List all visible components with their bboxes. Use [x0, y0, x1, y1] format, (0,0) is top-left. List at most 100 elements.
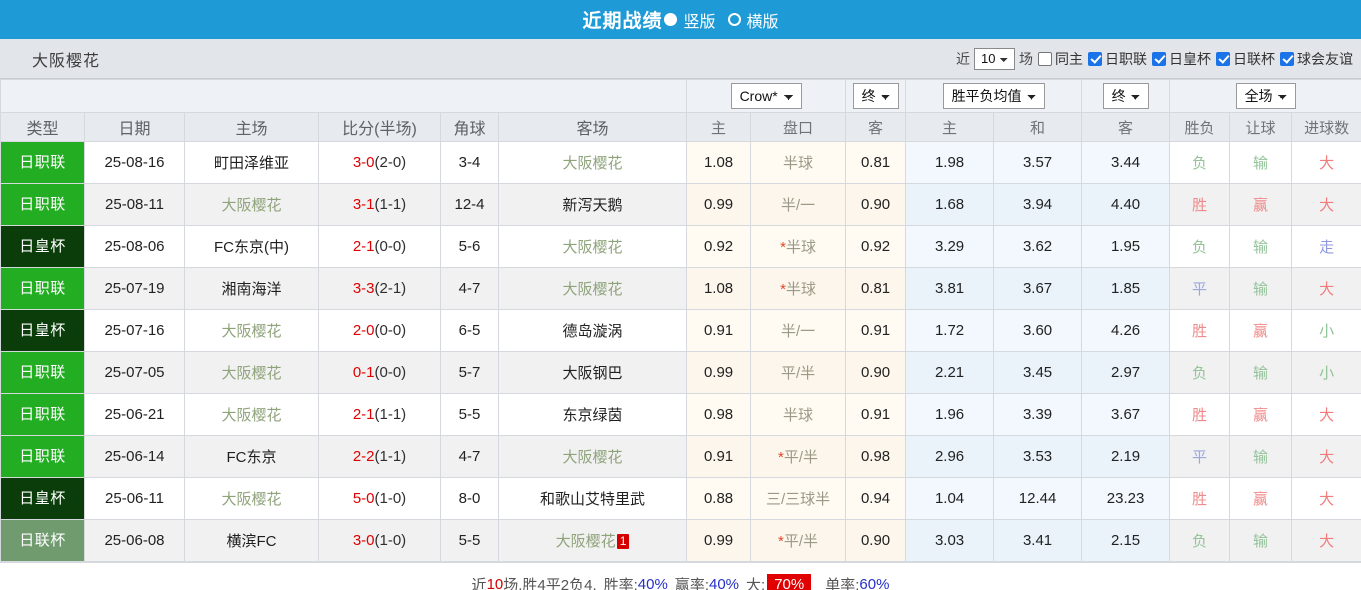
league-label-friendly[interactable]: 球会友谊 — [1297, 50, 1353, 67]
odds-phase-select-cell[interactable]: 终 — [1081, 79, 1171, 113]
away-team-cell: 大阪樱花 — [497, 141, 688, 184]
full-time-score: 0-1 — [352, 364, 375, 381]
away-team-cell: 和歌山艾特里武 — [497, 477, 688, 520]
handicap-home-odds-cell: 0.99 — [686, 183, 752, 226]
table-row[interactable]: 日皇杯 25-08-06 FC东京(中) 2-1(0-0) 5-6 大阪樱花 0.92 *半球… — [0, 225, 1361, 268]
table-row[interactable]: 日职联 25-08-16 町田泽维亚 3-0(2-0) 3-4 大阪樱花 1.08 半球 0.8… — [0, 141, 1361, 184]
table-row[interactable]: 日皇杯 25-07-16 大阪樱花 2-0(0-0) 6-5 德岛漩涡 0.91 半/一 0.9… — [0, 309, 1361, 352]
home-team-name: FC东京 — [226, 449, 277, 466]
league-checkbox-jleague[interactable] — [1088, 51, 1102, 66]
odds-away-cell: 1.95 — [1081, 225, 1171, 268]
goals-result-value: 大 — [1319, 197, 1335, 214]
league-checkbox-emperorcup[interactable] — [1152, 51, 1166, 66]
same-home-checkbox[interactable] — [1038, 51, 1052, 66]
home-team-name: 町田泽维亚 — [213, 155, 289, 172]
scope-select-cell[interactable]: 全场 — [1169, 79, 1361, 113]
league-label-leaguecup[interactable]: 日联杯 — [1233, 50, 1275, 67]
match-date-cell: 25-07-05 — [84, 351, 185, 394]
odds-type-select-cell[interactable]: 胜平负均值 — [905, 79, 1083, 113]
odds-home-cell: 3.29 — [905, 225, 995, 268]
league-label-emperorcup[interactable]: 日皇杯 — [1169, 50, 1211, 67]
odds-home-cell: 2.96 — [905, 435, 995, 478]
bookmaker-select[interactable]: Crow* — [730, 83, 802, 109]
away-team-cell: 大阪樱花 — [497, 225, 688, 268]
odds-away-cell: 1.85 — [1081, 267, 1171, 310]
column-header-row: 类型 日期 主场 比分(半场) 角球 客场 主 盘口 客 主 和 客 胜负 让球… — [0, 112, 1361, 142]
view-mode-radio-group[interactable]: 竖版 横版 — [662, 8, 779, 32]
score-cell: 2-1(0-0) — [318, 225, 441, 268]
odds-home-cell: 1.04 — [905, 477, 995, 520]
match-date-cell: 25-08-16 — [84, 141, 185, 184]
goals-result-value: 大 — [1319, 281, 1335, 298]
table-row[interactable]: 日职联 25-07-05 大阪樱花 0-1(0-0) 5-7 大阪钢巴 0.99 平/半 0.9… — [0, 351, 1361, 394]
odds-phase-select[interactable]: 终 — [1102, 83, 1149, 109]
handicap-line: *平/半 — [778, 533, 819, 550]
table-row[interactable]: 日职联 25-06-14 FC东京 2-2(1-1) 4-7 大阪樱花 0.91 *平/半 0.… — [0, 435, 1361, 478]
radio-unselected-icon[interactable] — [727, 13, 741, 26]
radio-selected-icon[interactable] — [664, 13, 678, 26]
goals-result-cell: 走 — [1291, 225, 1361, 268]
league-checkbox-leaguecup[interactable] — [1216, 51, 1230, 66]
handicap-result-cell: 赢 — [1229, 477, 1293, 520]
summary-big-rate: 70% — [767, 573, 812, 590]
away-team-cell: 新泻天鹅 — [497, 183, 688, 226]
away-team-name: 大阪樱花 — [562, 449, 623, 466]
table-row[interactable]: 日皇杯 25-06-11 大阪樱花 5-0(1-0) 8-0 和歌山艾特里武 0.88 三/三… — [0, 477, 1361, 520]
view-mode-vertical-label[interactable]: 竖版 — [683, 13, 716, 31]
handicap-away-odds-cell: 0.98 — [845, 435, 907, 478]
handicap-line-cell: *半球 — [750, 267, 847, 310]
odds-draw-cell: 12.44 — [993, 477, 1083, 520]
odds-home-cell: 1.96 — [905, 393, 995, 436]
table-row[interactable]: 日职联 25-07-19 湘南海洋 3-3(2-1) 4-7 大阪樱花 1.08 *半球 0.8… — [0, 267, 1361, 310]
home-team-cell: 大阪樱花 — [184, 351, 319, 394]
odds-draw-cell: 3.41 — [993, 519, 1083, 562]
handicap-result-value: 输 — [1253, 239, 1269, 256]
half-time-score: (0-0) — [374, 238, 407, 255]
handicap-line-cell: 半球 — [750, 141, 847, 184]
table-row[interactable]: 日职联 25-08-11 大阪樱花 3-1(1-1) 12-4 新泻天鹅 0.99 半/一 0.… — [0, 183, 1361, 226]
odds-away-cell: 2.19 — [1081, 435, 1171, 478]
table-row[interactable]: 日联杯 25-06-08 横滨FC 3-0(1-0) 5-5 大阪樱花 1 0.99 *平/半 0… — [0, 519, 1361, 562]
odds-type-select[interactable]: 胜平负均值 — [942, 83, 1045, 109]
handicap-result-cell: 赢 — [1229, 393, 1293, 436]
league-checkbox-friendly[interactable] — [1280, 51, 1294, 66]
handicap-phase-select[interactable]: 终 — [852, 83, 899, 109]
corner-cell: 5-7 — [440, 351, 499, 394]
match-date-cell: 25-06-08 — [84, 519, 185, 562]
col-header-type: 类型 — [0, 112, 85, 142]
score-cell: 0-1(0-0) — [318, 351, 441, 394]
view-mode-horizontal-label[interactable]: 横版 — [746, 13, 779, 31]
handicap-away-odds-cell: 0.90 — [845, 183, 907, 226]
home-team-name: 大阪樱花 — [221, 323, 282, 340]
full-time-score: 2-2 — [352, 448, 375, 465]
odds-home-cell: 1.68 — [905, 183, 995, 226]
result-cell: 平 — [1169, 267, 1231, 310]
handicap-line: *平/半 — [778, 449, 819, 466]
handicap-result-value: 赢 — [1253, 407, 1269, 424]
match-count-select[interactable]: 10 — [974, 47, 1015, 70]
handicap-result-cell: 输 — [1229, 267, 1293, 310]
same-home-label[interactable]: 同主 — [1055, 50, 1083, 67]
handicap-phase-select-cell[interactable]: 终 — [845, 79, 907, 113]
handicap-result-cell: 输 — [1229, 519, 1293, 562]
away-team-cell: 东京绿茵 — [497, 393, 688, 436]
half-time-score: (2-0) — [374, 154, 407, 171]
league-label-jleague[interactable]: 日职联 — [1105, 50, 1147, 67]
summary-record: 场,胜4平2负4, — [503, 576, 597, 590]
summary-win-rate: 40% — [637, 575, 668, 590]
table-row[interactable]: 日职联 25-06-21 大阪樱花 2-1(1-1) 5-5 东京绿茵 0.98 半球 0.91… — [0, 393, 1361, 436]
away-team-cell: 大阪樱花 — [497, 435, 688, 478]
result-value: 平 — [1192, 449, 1208, 466]
scope-select[interactable]: 全场 — [1235, 83, 1296, 109]
odds-draw-cell: 3.67 — [993, 267, 1083, 310]
handicap-away-odds-cell: 0.81 — [845, 141, 907, 184]
home-team-cell: 横滨FC — [184, 519, 319, 562]
summary-cover-rate-label: 赢率: — [674, 576, 709, 590]
result-value: 平 — [1192, 281, 1208, 298]
handicap-changed-marker: * — [780, 239, 786, 256]
home-team-cell: 湘南海洋 — [184, 267, 319, 310]
odds-away-cell: 3.44 — [1081, 141, 1171, 184]
handicap-line-cell: 三/三球半 — [750, 477, 847, 520]
bookmaker-select-cell[interactable]: Crow* — [686, 79, 847, 113]
odds-draw-cell: 3.53 — [993, 435, 1083, 478]
